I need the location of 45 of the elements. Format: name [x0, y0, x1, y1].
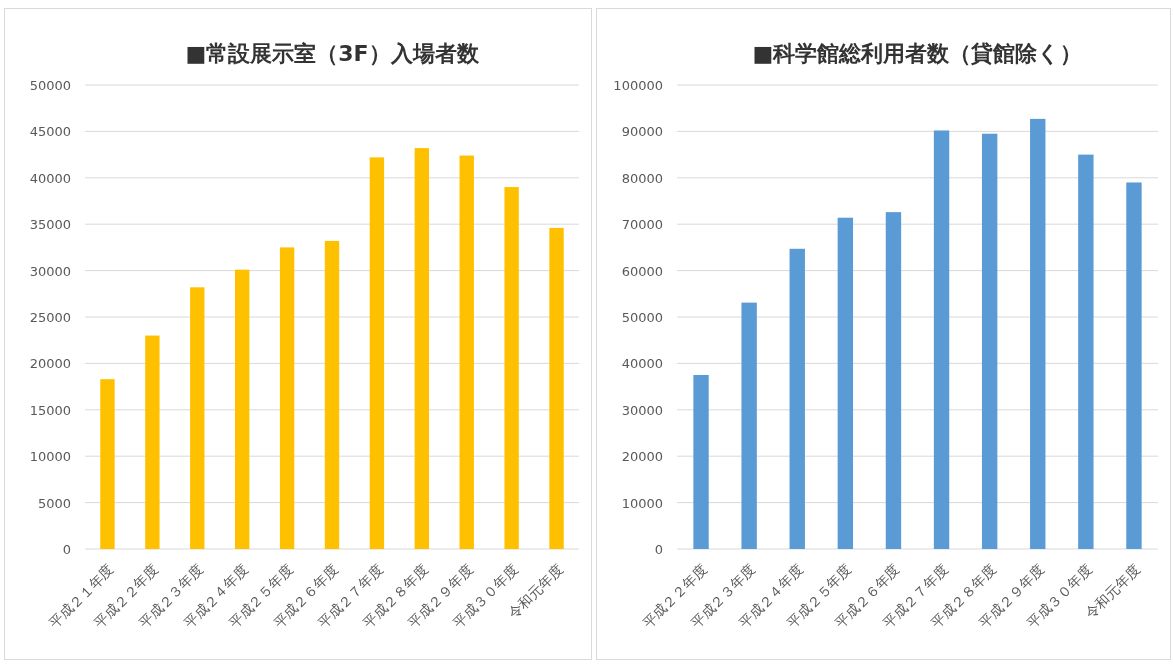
chart-title: ■常設展示室（3F）入場者数 [185, 41, 480, 66]
bar [504, 187, 519, 549]
bar [324, 240, 340, 549]
y-tick-label: 10000 [621, 495, 663, 511]
y-tick-label: 15000 [29, 402, 71, 418]
chart-title: ■科学館総利用者数（貸館除く） [752, 41, 1083, 66]
y-tick-label: 50000 [29, 78, 71, 93]
y-tick-label: 90000 [621, 124, 663, 140]
y-tick-label: 40000 [621, 356, 663, 372]
y-tick-label: 60000 [621, 263, 663, 279]
bar [1078, 154, 1094, 549]
bar [1126, 182, 1142, 549]
y-tick-label: 50000 [621, 310, 663, 325]
bar [414, 148, 429, 549]
bar [369, 157, 385, 549]
bar [100, 379, 115, 549]
bar [235, 269, 250, 549]
bar [549, 227, 564, 549]
y-tick-label: 20000 [29, 356, 71, 372]
y-tick-label: 30000 [621, 402, 663, 418]
bar [1030, 118, 1046, 549]
y-tick-label: 0 [654, 542, 663, 557]
y-tick-label: 35000 [29, 217, 71, 233]
bar [190, 287, 205, 549]
bar [885, 212, 902, 549]
y-tick-label: 20000 [621, 449, 663, 465]
y-tick-label: 0 [62, 542, 71, 557]
bar [741, 302, 757, 549]
y-tick-label: 45000 [29, 124, 71, 140]
bar [693, 375, 709, 549]
y-tick-label: 70000 [621, 217, 663, 233]
y-tick-label: 5000 [37, 495, 71, 511]
y-tick-label: 100000 [613, 78, 663, 93]
y-tick-label: 10000 [29, 449, 71, 465]
y-tick-label: 80000 [621, 170, 663, 186]
bar [837, 217, 854, 549]
y-tick-label: 40000 [29, 170, 71, 186]
bar [145, 335, 160, 549]
bar [459, 155, 474, 549]
bar [933, 130, 950, 549]
bar [981, 133, 998, 549]
y-tick-label: 25000 [29, 310, 71, 325]
y-tick-label: 30000 [29, 263, 71, 279]
bar [279, 247, 295, 549]
bar [789, 248, 805, 549]
